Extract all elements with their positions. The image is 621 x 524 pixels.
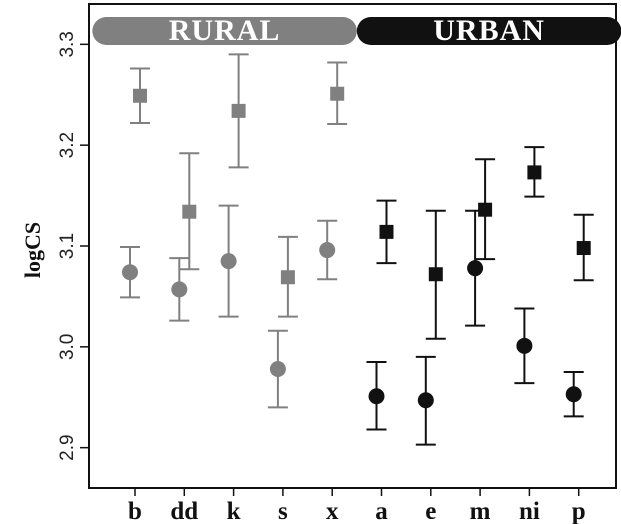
x-tick-label-k: k: [227, 498, 241, 524]
group-band-label-rural: RURAL: [169, 14, 281, 47]
point-square-b: [133, 88, 147, 103]
point-circle-m: [467, 260, 484, 277]
point-square-ni: [527, 165, 542, 180]
point-square-p: [576, 241, 591, 256]
x-tick-label-ni: ni: [519, 498, 540, 524]
y-tick-label: 3.3: [57, 31, 78, 57]
point-square-s: [280, 270, 295, 285]
x-tick-label-b: b: [128, 498, 142, 524]
y-tick-label: 2.9: [57, 434, 78, 460]
point-circle-dd: [171, 281, 188, 298]
y-tick-label: 3.2: [57, 132, 78, 158]
group-band-label-urban: URBAN: [433, 14, 545, 47]
point-circle-k: [220, 253, 237, 270]
plot-frame: [88, 3, 617, 489]
x-tick-label-a: a: [375, 498, 388, 524]
y-tick-label: 3.0: [57, 334, 78, 360]
point-square-a: [379, 224, 394, 239]
group-bands: RURAL URBAN: [92, 14, 621, 47]
point-square-m: [478, 202, 493, 217]
y-tick-label: 3.1: [57, 233, 78, 259]
x-tick-label-dd: dd: [170, 498, 198, 524]
point-circle-s: [269, 361, 286, 378]
x-axis: b dd k s x a e m ni p: [128, 488, 586, 524]
y-axis: 2.9 3.0 3.1 3.2 3.3: [57, 31, 89, 461]
point-square-x: [330, 86, 345, 101]
point-square-dd: [182, 204, 197, 219]
point-circle-e: [417, 392, 434, 409]
point-circle-ni: [516, 337, 533, 354]
group-band-rural: [92, 17, 357, 45]
point-circle-p: [565, 386, 582, 403]
y-axis-title: logCS: [20, 222, 45, 278]
x-tick-label-s: s: [278, 498, 288, 524]
x-tick-label-m: m: [470, 498, 491, 524]
group-band-urban: [356, 17, 621, 45]
point-circle-x: [319, 242, 336, 259]
x-tick-label-p: p: [572, 498, 586, 524]
x-tick-label-x: x: [326, 498, 339, 524]
point-circle-a: [368, 388, 385, 405]
point-square-k: [231, 103, 246, 118]
point-square-e: [428, 267, 443, 282]
data-marks: [120, 53, 594, 446]
x-tick-label-e: e: [425, 498, 436, 524]
point-circle-b: [122, 264, 138, 281]
